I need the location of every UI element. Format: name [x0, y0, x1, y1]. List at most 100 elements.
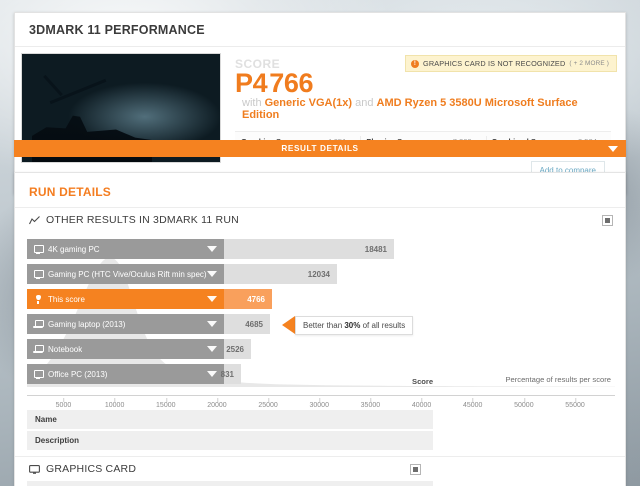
collapse-toggle-other-results[interactable] — [602, 214, 613, 226]
table-row: Notebook 2526 — [27, 339, 615, 359]
tick-label: 15000 — [156, 398, 176, 409]
bar-label-text: This score — [48, 294, 85, 304]
tick-label: 30000 — [309, 398, 329, 409]
chevron-down-icon — [207, 246, 217, 252]
comparison-bars: 4K gaming PC 18481 Gaming PC (HTC Vive/O… — [27, 239, 615, 389]
trophy-icon — [33, 294, 43, 304]
result-card: 3DMARK 11 PERFORMANCE ! GRAPHICS CARD IS… — [14, 12, 626, 195]
tick-label: 10000 — [104, 398, 125, 409]
bar-value: 831 — [220, 369, 234, 379]
tick-label: 25000 — [258, 398, 278, 409]
tick-label: 35000 — [360, 398, 381, 409]
gpu-name[interactable]: Generic VGA(1x) — [264, 97, 353, 110]
graphics-card-section-header[interactable]: GRAPHICS CARD — [15, 456, 625, 481]
other-results-section-header[interactable]: OTHER RESULTS IN 3DMARK 11 RUN — [15, 207, 625, 232]
tooltip-arrow — [282, 316, 295, 334]
score-value: P4766 — [235, 69, 313, 97]
bar-label-text: Gaming PC (HTC Vive/Oculus Rift min spec… — [48, 269, 207, 279]
tick-label: 50000 — [514, 398, 534, 409]
bar-fill: 12034 — [224, 264, 337, 284]
desktop-icon — [33, 269, 44, 279]
bar-label-notebook[interactable]: Notebook — [27, 339, 224, 359]
x-axis-label: Score — [412, 377, 434, 386]
bar-value: 2526 — [226, 344, 244, 354]
status-badge[interactable]: ! GRAPHICS CARD IS NOT RECOGNIZED ( + 2 … — [405, 55, 617, 72]
score-number: 766 — [269, 68, 314, 98]
table-row: Office PC (2013) 831 — [27, 364, 615, 384]
status-badge-text: GRAPHICS CARD IS NOT RECOGNIZED — [423, 59, 566, 68]
bar-label-office-pc[interactable]: Office PC (2013) — [27, 364, 224, 384]
tick-label: 45000 — [462, 398, 483, 409]
chevron-down-icon — [207, 346, 217, 352]
bar-value: 4766 — [247, 294, 265, 304]
x-axis-line — [27, 395, 615, 396]
other-results-chart: 4K gaming PC 18481 Gaming PC (HTC Vive/O… — [27, 235, 615, 410]
table-row: 4K gaming PC 18481 — [27, 239, 615, 259]
bar-label-gaming-pc-vr[interactable]: Gaming PC (HTC Vive/Oculus Rift min spec… — [27, 264, 224, 284]
chevron-down-icon — [207, 271, 217, 277]
field-description[interactable]: Description — [27, 431, 433, 452]
field-label: Name — [35, 415, 57, 424]
run-details-panel: RUN DETAILS OTHER RESULTS IN 3DMARK 11 R… — [14, 172, 626, 486]
x-axis-ticks: 5000 10000 15000 20000 25000 30000 35000… — [27, 396, 615, 410]
score-with-text: with — [242, 97, 262, 110]
percentile-annotation: Better than 30% of all results — [295, 316, 414, 335]
laptop-icon — [33, 320, 44, 329]
bar-fill: 2526 — [224, 339, 251, 359]
bar-value: 12034 — [307, 269, 330, 279]
cpu-name[interactable]: AMD Ryzen 5 3580U Microsoft Surface Edit… — [242, 97, 578, 122]
tick-label: 55000 — [565, 398, 585, 409]
bar-label-text: Notebook — [48, 344, 83, 354]
bar-label-text: Office PC (2013) — [48, 369, 108, 379]
score-label: SCORE — [235, 57, 281, 71]
score-line: P4766 with Generic VGA(1x) and AMD Ryzen… — [235, 69, 611, 122]
field-name[interactable]: Name — [27, 410, 433, 431]
desktop-icon — [33, 369, 44, 379]
result-details-bar[interactable]: RESULT DETAILS — [14, 140, 626, 157]
alert-icon: ! — [411, 59, 419, 68]
table-row: This score 4766 — [27, 289, 615, 309]
other-results-title: OTHER RESULTS IN 3DMARK 11 RUN — [46, 214, 239, 226]
graphics-card-title: GRAPHICS CARD — [46, 463, 137, 475]
bar-label-text: 4K gaming PC — [48, 244, 100, 254]
chevron-down-icon — [608, 145, 618, 152]
bar-fill: 4685 — [224, 314, 270, 334]
score-and-text: and — [355, 97, 374, 110]
field-label: Description — [35, 436, 80, 445]
tick-label: 5000 — [55, 398, 72, 409]
graphics-card-row: Graphics Card Generic VGA — [27, 481, 433, 486]
bar-label-gaming-laptop[interactable]: Gaming laptop (2013) — [27, 314, 224, 334]
tick-label: 20000 — [207, 398, 227, 409]
annotation-value: 30% — [344, 321, 361, 330]
desktop-icon — [33, 244, 44, 254]
score-column: ! GRAPHICS CARD IS NOT RECOGNIZED ( + 2 … — [221, 53, 619, 187]
bar-label-this-score[interactable]: This score — [27, 289, 224, 309]
tick-label: 40000 — [411, 398, 432, 409]
score-hardware: with Generic VGA(1x) and AMD Ryzen 5 358… — [242, 97, 611, 121]
bar-label-text: Gaming laptop (2013) — [48, 319, 126, 329]
annotation-suffix: of all results — [360, 321, 406, 330]
bar-fill: 831 — [220, 364, 241, 384]
bar-label-4k-gaming-pc[interactable]: 4K gaming PC — [27, 239, 224, 259]
chevron-down-icon — [207, 371, 217, 377]
chart-icon — [29, 215, 40, 224]
bar-value: 18481 — [364, 244, 387, 254]
bar-fill: 18481 — [224, 239, 394, 259]
page-title: 3DMARK 11 PERFORMANCE — [15, 13, 625, 47]
annotation-prefix: Better than — [303, 321, 345, 330]
y-axis-label: Percentage of results per score — [505, 375, 611, 384]
table-row: Gaming laptop (2013) 4685 — [27, 314, 615, 334]
result-details-label: RESULT DETAILS — [281, 144, 359, 153]
bar-fill: 4766 — [224, 289, 272, 309]
score-prefix: P4 — [235, 68, 268, 98]
chevron-down-icon — [207, 296, 217, 302]
laptop-icon — [33, 345, 44, 354]
bar-value: 4685 — [245, 319, 263, 329]
table-row: Gaming PC (HTC Vive/Oculus Rift min spec… — [27, 264, 615, 284]
status-badge-more: ( + 2 MORE ) — [569, 60, 609, 67]
collapse-toggle-graphics-card[interactable] — [410, 463, 421, 475]
run-details-title: RUN DETAILS — [29, 185, 111, 199]
chevron-down-icon — [207, 321, 217, 327]
monitor-icon — [29, 464, 40, 474]
